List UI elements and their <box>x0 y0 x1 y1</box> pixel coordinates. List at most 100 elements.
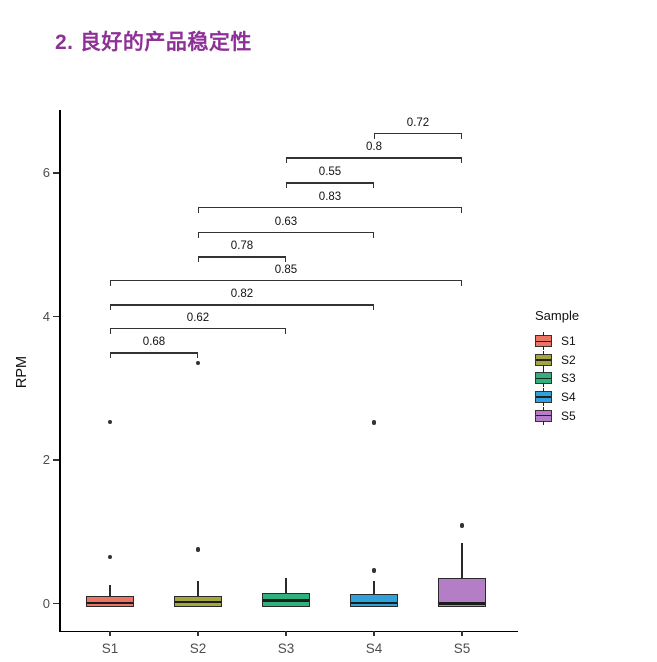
legend-key-whisker-bottom <box>542 346 545 351</box>
comparison-bracket <box>110 352 198 354</box>
bracket-end-tick <box>372 231 374 238</box>
legend-item-label: S5 <box>561 408 576 423</box>
outlier-point <box>107 554 113 560</box>
boxplot-median <box>351 601 397 604</box>
x-tick <box>373 630 375 636</box>
bracket-end-tick <box>284 327 286 334</box>
y-tick-label: 4 <box>42 308 50 324</box>
bracket-end-tick <box>284 256 286 263</box>
bracket-end-tick <box>110 327 112 334</box>
legend-key-whisker-bottom <box>542 383 545 388</box>
y-tick <box>53 602 59 605</box>
boxplot-whisker <box>197 580 199 596</box>
x-tick-label: S2 <box>189 640 207 656</box>
section-title: 2. 良好的产品稳定性 <box>55 31 252 54</box>
legend-key-boxplot-glyph <box>535 388 552 407</box>
legend-item: S4 <box>535 388 579 407</box>
outlier-point <box>107 419 113 425</box>
boxplot-median <box>439 602 485 605</box>
x-tick <box>109 630 111 636</box>
comparison-bracket <box>286 182 374 184</box>
legend-key-median-line <box>536 377 551 380</box>
bracket-end-tick <box>198 256 200 263</box>
outlier-point <box>371 568 377 573</box>
y-tick <box>53 172 59 174</box>
legend-item-label: S2 <box>561 352 576 367</box>
bracket-end-tick <box>460 132 462 139</box>
comparison-bracket <box>110 279 462 282</box>
legend-key-whisker-top <box>542 388 545 393</box>
comparison-label: 0.63 <box>274 215 298 228</box>
bracket-end-tick <box>110 352 112 359</box>
legend-key-whisker-top <box>542 406 545 411</box>
comparison-label: 0.8 <box>366 141 382 154</box>
bracket-end-tick <box>372 182 374 189</box>
y-tick-label: 2 <box>42 452 50 467</box>
legend-key-whisker-bottom <box>542 402 545 407</box>
x-tick <box>197 630 199 636</box>
legend-key-median-line <box>536 414 551 417</box>
y-axis-line <box>59 110 61 631</box>
bracket-end-tick <box>286 157 288 164</box>
comparison-label: 0.83 <box>318 190 342 203</box>
legend-items: S1 S2 S3 S4 S5 <box>535 332 579 425</box>
boxplot-median <box>87 601 133 604</box>
comparison-bracket <box>198 256 286 258</box>
legend-key-boxplot-glyph <box>535 406 552 425</box>
y-tick <box>53 459 59 461</box>
legend-key-boxplot-glyph <box>535 332 552 351</box>
x-tick <box>285 630 287 636</box>
comparison-label: 0.85 <box>274 263 298 276</box>
legend-key-median-line <box>536 340 551 342</box>
boxplot-median <box>175 600 221 604</box>
outlier-point <box>195 360 201 366</box>
bracket-end-tick <box>372 304 374 311</box>
comparison-bracket <box>110 304 374 306</box>
bracket-end-tick <box>110 279 112 286</box>
comparison-label: 0.55 <box>318 166 342 179</box>
bracket-end-tick <box>460 157 462 164</box>
boxplot-box <box>86 595 134 608</box>
legend-key-whisker-bottom <box>542 420 545 425</box>
bracket-end-tick <box>198 231 200 238</box>
outlier-point <box>371 420 377 425</box>
legend-key-median-line <box>536 396 551 398</box>
comparison-bracket <box>198 206 462 209</box>
legend-item-label: S3 <box>561 371 576 386</box>
comparison-bracket <box>286 157 462 159</box>
legend-item: S5 <box>535 406 579 425</box>
comparison-label: 0.78 <box>230 240 254 253</box>
legend: Sample S1 S2 S3 S4 S5 <box>535 308 579 425</box>
legend-key-whisker-top <box>542 350 545 355</box>
bracket-end-tick <box>196 352 198 359</box>
boxplot-whisker <box>373 580 375 595</box>
comparison-bracket <box>110 327 286 330</box>
comparison-label: 0.68 <box>142 336 166 349</box>
legend-key-whisker-top <box>542 369 545 374</box>
x-tick <box>461 630 463 636</box>
x-tick-label: S3 <box>277 640 295 656</box>
legend-item: S1 <box>535 332 579 351</box>
legend-item-label: S1 <box>561 334 576 349</box>
comparison-label: 0.82 <box>230 288 254 301</box>
legend-key-whisker-top <box>542 332 545 337</box>
boxplot-whisker <box>461 542 463 578</box>
boxplot-whisker <box>285 577 287 593</box>
boxplot-box <box>438 577 486 608</box>
legend-key-median-line <box>536 359 551 361</box>
boxplot-median <box>263 599 309 602</box>
legend-item-label: S4 <box>561 390 576 405</box>
bracket-end-tick <box>110 304 112 311</box>
comparison-bracket <box>374 132 462 135</box>
boxplot-whisker <box>109 584 111 596</box>
y-tick-label: 0 <box>42 595 50 611</box>
legend-title: Sample <box>535 308 580 323</box>
legend-item: S3 <box>535 369 579 388</box>
y-tick-label: 6 <box>42 165 50 180</box>
outlier-point <box>459 522 465 528</box>
x-tick-label: S5 <box>453 640 471 656</box>
bracket-end-tick <box>460 206 462 213</box>
bracket-end-tick <box>374 132 376 139</box>
